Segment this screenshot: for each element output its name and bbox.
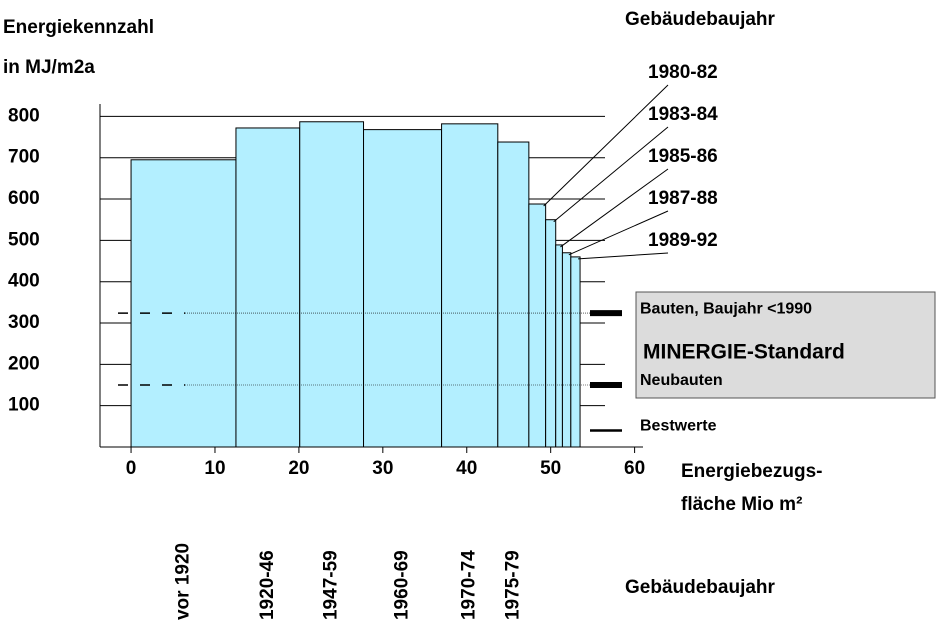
legend-box [635,291,936,399]
x-tick-label: 40 [456,458,477,479]
x-tick-label: 60 [624,458,645,479]
category-label: 1975-79 [502,550,523,620]
reference-label: Bestwerte [640,418,717,435]
reference-label: Bauten, Baujahr <1990 [640,300,812,317]
leader-line [560,168,669,248]
category-label: 1947-59 [321,550,342,620]
bar [497,141,530,448]
bar [570,256,581,448]
y-tick-label: 600 [8,188,40,209]
y-tick-label: 800 [8,105,40,126]
reference-label: Neubauten [640,372,723,389]
y-label: Energiekennzahl [3,17,154,38]
category-label: 1960-69 [392,550,413,620]
x-label: fläche Mio m² [681,494,802,515]
x-tick-label: 10 [204,458,225,479]
leader-line [553,126,669,223]
leader-line [568,210,669,256]
x-tick-label: 50 [540,458,561,479]
category-label: 1970-74 [459,550,480,620]
y-tick-label: 300 [8,312,40,333]
leader-line [578,252,669,260]
y-tick-label: 700 [8,147,40,168]
y-tick-label: 400 [8,271,40,292]
period-title: Gebäudebaujahr [625,577,776,598]
category-label: 1987-88 [648,188,718,209]
category-label: vor 1920 [173,543,194,620]
y-tick-label: 100 [8,395,40,416]
category-label: 1920-46 [257,550,278,620]
x-tick-label: 0 [126,458,137,479]
bar [545,219,557,448]
category-label: 1980-82 [648,62,718,83]
y-label: in MJ/m2a [3,57,95,78]
x-tick-label: 30 [372,458,393,479]
bar [555,244,563,448]
x-tick-label: 20 [288,458,309,479]
x-label: Energiebezugs- [681,461,822,482]
period-title: Gebäudebaujahr [625,9,776,30]
bar [528,203,547,448]
bar [299,121,365,448]
category-label: 1989-92 [648,230,718,251]
y-tick-label: 200 [8,353,40,374]
bar [363,129,443,448]
leader-line [543,84,669,207]
box-title: MINERGIE-Standard [643,341,845,364]
y-tick-label: 500 [8,229,40,250]
category-label: 1985-86 [648,146,718,167]
category-label: 1983-84 [648,104,718,125]
bar [130,159,237,448]
bar [235,127,301,448]
bar [561,252,572,448]
bar [441,123,499,448]
